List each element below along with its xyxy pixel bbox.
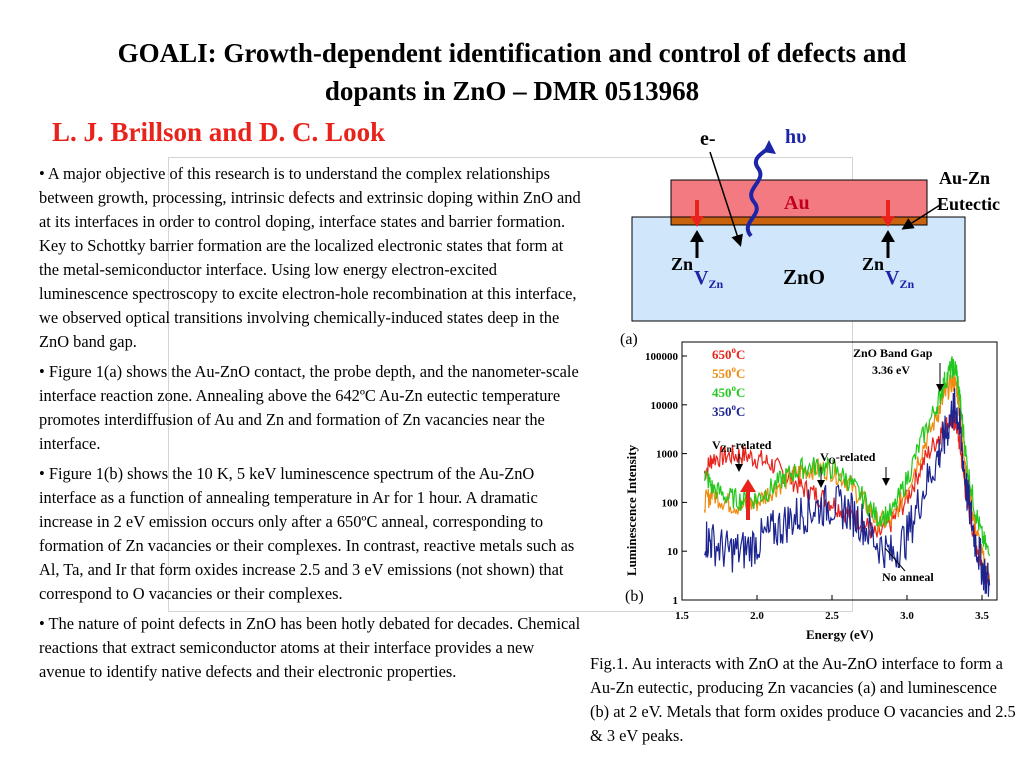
- figure-caption: Fig.1. Au interacts with ZnO at the Au-Z…: [590, 654, 1016, 745]
- y-tick-label: 1000: [656, 449, 679, 461]
- bullet-item: • Figure 1(a) shows the Au-ZnO contact, …: [39, 362, 579, 453]
- vo-related-annotation: VO-related: [820, 450, 876, 466]
- eutectic-pointer-arrow: [901, 204, 941, 230]
- series-line-350c: [703, 388, 991, 597]
- device-diagram: Au ZnO Au-Zn Eutectic e- hυ Zn VZn Zn VZ…: [620, 126, 1000, 348]
- au-layer: [670, 179, 928, 218]
- y-tick-label: 1: [673, 595, 679, 607]
- y-axis-label: Luminescence Intensity: [624, 444, 639, 576]
- legend-item: 450oC: [712, 383, 745, 400]
- zno-substrate: [631, 216, 966, 322]
- au-diffusion-arrowhead: [690, 216, 704, 227]
- x-tick-label: 3.5: [975, 610, 989, 622]
- zn-label: Zn: [671, 254, 693, 274]
- eutectic-label-line-2: Eutectic: [937, 194, 1000, 214]
- legend-item: 550oC: [712, 364, 745, 381]
- y-tick-label: 10000: [651, 400, 679, 412]
- panel-a-label: (a): [620, 331, 638, 348]
- red-increase-arrowhead: [740, 479, 756, 492]
- authors: L. J. Brillson and D. C. Look: [52, 117, 386, 147]
- no-anneal-label-bg: [879, 568, 951, 584]
- photon-label: hυ: [785, 126, 807, 148]
- bullet-item: • The nature of point defects in ZnO has…: [39, 614, 581, 681]
- au-label: Au: [784, 192, 810, 214]
- slide-title: GOALI: Growth-dependent identification a…: [0, 34, 1024, 110]
- x-tick-label: 3.0: [900, 610, 914, 622]
- x-tick-label: 2.5: [825, 610, 839, 622]
- no-anneal-pointer: [884, 547, 906, 572]
- series-line-450c: [703, 356, 991, 557]
- au-diffusion-arrowhead: [881, 216, 895, 227]
- y-tick-label: 100: [662, 497, 679, 509]
- zn-outdiffusion-arrowhead: [690, 230, 704, 242]
- band-gap-annotation-line-2: 3.36 eV: [872, 363, 910, 377]
- series-layer: [703, 356, 991, 597]
- bullet-item: • Figure 1(b) shows the 10 K, 5 keV lumi…: [39, 464, 575, 603]
- slide-title-line-2: dopants in ZnO – DMR 0513968: [324, 76, 700, 106]
- zno-label: ZnO: [783, 265, 825, 289]
- zn-label: Zn: [862, 254, 884, 274]
- x-tick-label: 1.5: [675, 610, 689, 622]
- band-gap-annotation-line-1: ZnO Band Gap: [853, 346, 933, 360]
- photon-arrowhead: [763, 140, 776, 154]
- legend-item: 350oC: [712, 402, 745, 419]
- y-tick-label: 100000: [645, 351, 679, 363]
- bullet-item: • A major objective of this research is …: [39, 164, 581, 351]
- y-tick-label: 10: [667, 546, 679, 558]
- tick-layer: 1.5 2.0 2.5 3.0 3.5 1 10 100 1000 10000 100000: [645, 351, 989, 622]
- series-line-550c: [703, 373, 991, 583]
- luminescence-chart: 1.5 2.0 2.5 3.0 3.5 1 10 100 1000 10000 100000 Lum…: [624, 341, 998, 642]
- eutectic-label-line-1: Au-Zn: [939, 168, 990, 188]
- bullet-list: • A major objective of this research is …: [39, 162, 584, 690]
- zn-outdiffusion-arrowhead: [881, 230, 895, 242]
- x-tick-label: 2.0: [750, 610, 764, 622]
- electron-beam-arrow: [709, 151, 743, 247]
- x-axis-label: Energy (eV): [806, 627, 874, 642]
- series-line-650c: [703, 409, 991, 587]
- vzn-label: VZn: [694, 267, 723, 291]
- chart-legend: 650oC 550oC 450oC 350oC: [712, 345, 745, 419]
- photon-wave: [745, 145, 771, 238]
- slide-title-line-1: GOALI: Growth-dependent identification a…: [117, 38, 907, 68]
- vzn-label: VZn: [885, 267, 914, 291]
- vzn-related-annotation: VZn-related: [712, 438, 772, 454]
- legend-item: 650oC: [712, 345, 745, 362]
- no-anneal-annotation: No anneal: [882, 570, 934, 584]
- panel-b-label: (b): [625, 588, 644, 605]
- interface-layer: [670, 216, 928, 226]
- plot-area: [681, 341, 998, 601]
- electron-label: e-: [700, 128, 716, 150]
- content-frame: [168, 157, 853, 612]
